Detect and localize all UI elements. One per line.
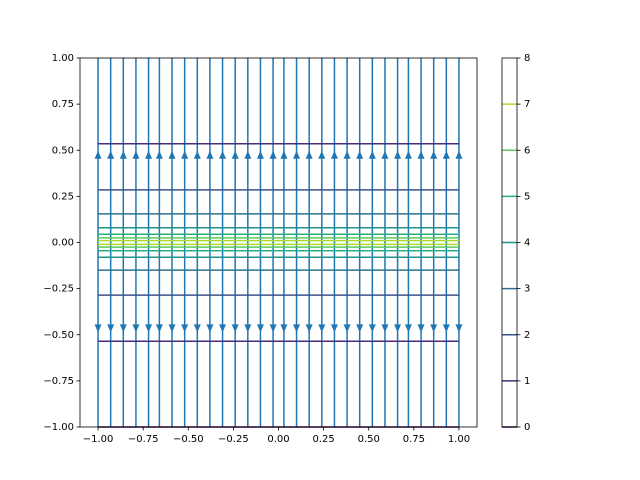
- stream-arrow: [356, 150, 364, 159]
- x-tick-label: −0.75: [128, 434, 159, 445]
- x-tick-label: −0.50: [173, 434, 204, 445]
- stream-arrow: [256, 150, 264, 159]
- stream-arrow: [107, 324, 115, 333]
- stream-arrow: [168, 150, 176, 159]
- stream-arrow: [269, 324, 277, 333]
- colorbar-tick-label: 8: [524, 53, 530, 64]
- stream-arrow: [293, 324, 301, 333]
- stream-arrow: [181, 150, 189, 159]
- stream-arrow: [132, 324, 140, 333]
- y-tick-label: −1.00: [43, 422, 74, 433]
- stream-arrow: [368, 150, 376, 159]
- stream-arrow: [381, 150, 389, 159]
- stream-arrow: [280, 324, 288, 333]
- stream-arrow: [368, 324, 376, 333]
- colorbar-tick-label: 1: [524, 376, 530, 387]
- stream-arrow: [145, 324, 153, 333]
- stream-arrow: [343, 324, 351, 333]
- stream-arrow: [330, 324, 338, 333]
- stream-arrow: [430, 324, 438, 333]
- stream-arrow: [145, 150, 153, 159]
- stream-arrow: [356, 324, 364, 333]
- colorbar-tick-label: 5: [524, 191, 530, 202]
- stream-arrow: [318, 150, 326, 159]
- stream-arrow: [193, 150, 201, 159]
- stream-arrow: [219, 150, 227, 159]
- stream-arrow: [280, 150, 288, 159]
- stream-arrow: [193, 324, 201, 333]
- stream-arrow: [107, 150, 115, 159]
- y-tick-label: 0.75: [52, 99, 74, 110]
- stream-arrow: [404, 150, 412, 159]
- stream-arrow: [394, 150, 402, 159]
- colorbar-tick-label: 3: [524, 284, 530, 295]
- y-tick-label: 1.00: [52, 53, 74, 64]
- y-tick-label: −0.25: [43, 284, 74, 295]
- stream-arrow: [132, 150, 140, 159]
- stream-arrow: [155, 150, 163, 159]
- stream-arrow: [394, 324, 402, 333]
- x-tick-label: 0.25: [312, 434, 334, 445]
- colorbar-tick-label: 2: [524, 330, 530, 341]
- colorbar-tick-label: 4: [524, 238, 530, 249]
- stream-arrow: [244, 324, 252, 333]
- y-tick-label: 0.50: [52, 145, 74, 156]
- stream-arrow: [404, 324, 412, 333]
- colorbar-tick-label: 0: [524, 422, 530, 433]
- stream-arrow: [244, 150, 252, 159]
- y-tick-label: −0.50: [43, 330, 74, 341]
- x-tick-label: −0.25: [218, 434, 249, 445]
- stream-arrow: [231, 150, 239, 159]
- stream-arrow: [231, 324, 239, 333]
- x-tick-label: 0.50: [358, 434, 380, 445]
- stream-arrow: [206, 150, 214, 159]
- stream-arrow: [305, 150, 313, 159]
- stream-arrow: [442, 150, 450, 159]
- stream-arrow: [417, 150, 425, 159]
- stream-arrow: [155, 324, 163, 333]
- stream-arrow: [343, 150, 351, 159]
- stream-arrow: [455, 324, 463, 333]
- stream-arrow: [94, 150, 102, 159]
- stream-arrow: [256, 324, 264, 333]
- stream-arrow: [168, 324, 176, 333]
- stream-arrow: [181, 324, 189, 333]
- stream-arrow: [455, 150, 463, 159]
- stream-arrow: [430, 150, 438, 159]
- stream-arrow: [442, 324, 450, 333]
- stream-arrow: [94, 324, 102, 333]
- y-tick-label: 0.00: [52, 238, 74, 249]
- stream-arrow: [119, 150, 127, 159]
- colorbar-tick-label: 7: [524, 99, 530, 110]
- stream-arrow: [206, 324, 214, 333]
- x-tick-label: 1.00: [448, 434, 470, 445]
- stream-arrow: [219, 324, 227, 333]
- stream-arrow: [269, 150, 277, 159]
- y-tick-label: −0.75: [43, 376, 74, 387]
- y-tick-label: 0.25: [52, 191, 74, 202]
- x-tick-label: −1.00: [83, 434, 114, 445]
- axes-frame: [79, 57, 478, 428]
- stream-arrow: [305, 324, 313, 333]
- stream-arrow: [330, 150, 338, 159]
- colorbar-tick-label: 6: [524, 145, 530, 156]
- x-tick-label: 0.75: [403, 434, 425, 445]
- stream-arrow: [119, 324, 127, 333]
- stream-arrow: [318, 324, 326, 333]
- stream-arrow: [381, 324, 389, 333]
- stream-arrow: [417, 324, 425, 333]
- stream-arrow: [293, 150, 301, 159]
- x-tick-label: 0.00: [267, 434, 289, 445]
